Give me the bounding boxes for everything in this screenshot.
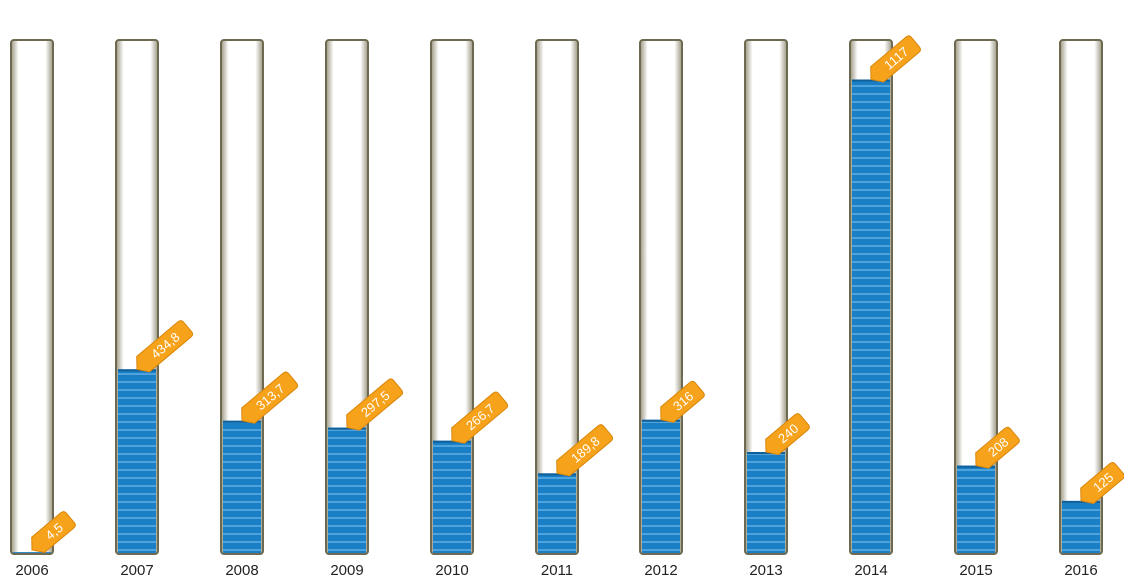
year-label-2015: 2015 [959, 562, 992, 579]
bar-tube-2016 [1059, 39, 1103, 555]
value-tag-shape-2006 [31, 511, 76, 554]
bar-cap-2009 [328, 427, 366, 430]
bar-2010 [433, 440, 471, 553]
bar-cap-2008 [223, 420, 261, 423]
bar-cap-2013 [747, 452, 785, 455]
year-label-2007: 2007 [120, 562, 153, 579]
bar-tube-2015 [954, 39, 998, 555]
bar-2012 [642, 419, 680, 553]
bar-2014 [852, 79, 890, 553]
bar-tube-2006 [10, 39, 54, 555]
year-label-2011: 2011 [541, 562, 573, 579]
value-tag-shape-2011 [556, 424, 614, 477]
value-tag-shape-2009 [346, 378, 404, 431]
bar-2008 [223, 420, 261, 553]
bar-cap-2014 [852, 79, 890, 82]
bar-tube-2011 [535, 39, 579, 555]
bar-2006 [13, 552, 51, 553]
year-label-2009: 2009 [330, 562, 363, 579]
bar-2016 [1062, 500, 1100, 553]
value-tag-shape-2014 [870, 35, 921, 83]
bars-layer [10, 39, 1103, 555]
year-label-2012: 2012 [644, 562, 677, 579]
year-label-2006: 2006 [15, 562, 48, 579]
year-label-2014: 2014 [854, 562, 887, 579]
bar-cap-2007 [118, 369, 156, 372]
year-label-2010: 2010 [435, 562, 468, 579]
bar-2015 [957, 465, 995, 553]
bar-cap-2011 [538, 473, 576, 476]
value-tag-shape-2016 [1080, 462, 1124, 504]
bar-2009 [328, 427, 366, 553]
bar-cap-2016 [1062, 500, 1100, 503]
value-tag-shape-2013 [765, 413, 810, 456]
value-tag-shape-2008 [241, 371, 299, 424]
bar-cap-2012 [642, 419, 680, 422]
bar-tube-2013 [744, 39, 788, 555]
bar-2011 [538, 473, 576, 553]
bar-2013 [747, 452, 785, 553]
value-tag-2006: 4,5 [31, 511, 76, 554]
year-labels-layer: 2006 2007 2008 2009 2010 2011 2012 2013 2014 2015… [15, 562, 1097, 579]
year-label-2016: 2016 [1064, 562, 1097, 579]
year-label-2008: 2008 [225, 562, 258, 579]
value-tag-2016: 125 [1080, 462, 1124, 504]
value-tag-shape-2015 [975, 426, 1020, 469]
value-tag-shape-2010 [451, 391, 509, 444]
year-label-2013: 2013 [749, 562, 782, 579]
bar-2007 [118, 369, 156, 553]
value-tag-shape-2007 [136, 320, 194, 373]
value-tag-shape-2012 [660, 380, 705, 423]
bar-cap-2010 [433, 440, 471, 443]
bar-cap-2015 [957, 465, 995, 468]
